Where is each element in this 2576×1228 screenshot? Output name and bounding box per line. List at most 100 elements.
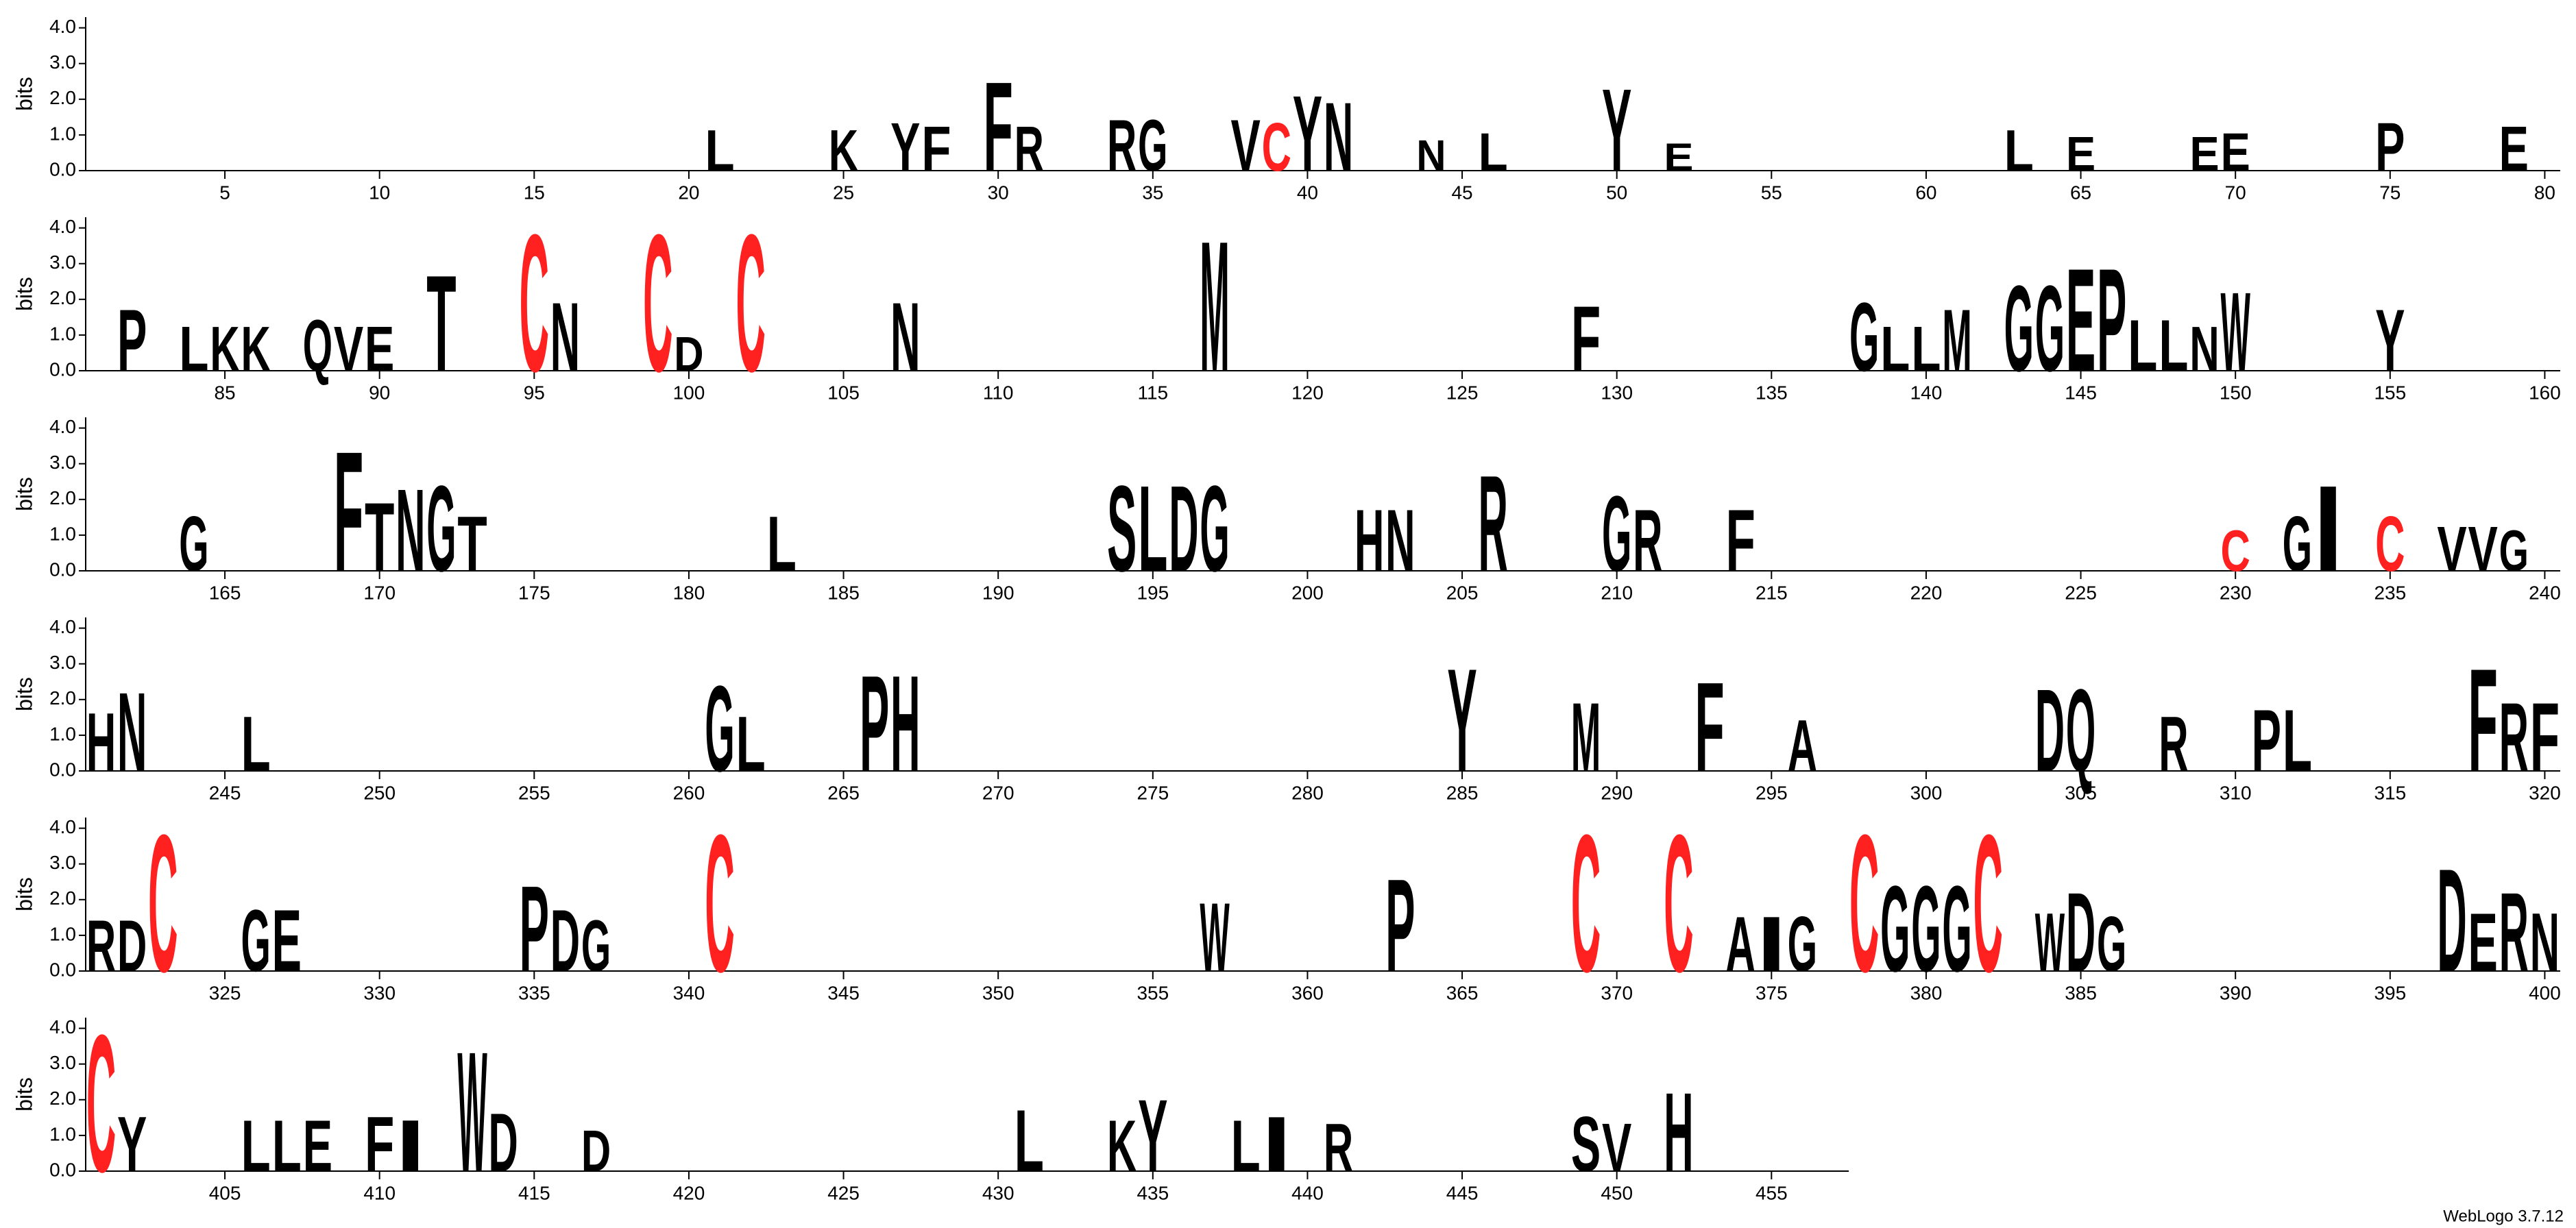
logo-letter: V	[1602, 1109, 1631, 1186]
x-tick-label: 5	[219, 182, 230, 203]
x-tick-label: 25	[833, 182, 854, 203]
logo-letter: C	[520, 193, 549, 413]
logo-letter: G	[1911, 861, 1941, 998]
logo-letter: F	[2468, 637, 2498, 802]
x-tick-label: 285	[1446, 782, 1479, 803]
logo-letter: Y	[1447, 638, 1477, 802]
logo-letter: M	[1571, 683, 1601, 791]
x-tick-label: 305	[2065, 782, 2097, 803]
y-tick-label: 1.0	[49, 523, 76, 544]
logo-letter: F	[2530, 683, 2560, 792]
y-tick-label: 3.0	[49, 852, 76, 873]
y-tick-label: 3.0	[49, 652, 76, 673]
y-axis-label: bits	[12, 277, 36, 311]
y-tick-label: 2.0	[49, 1088, 76, 1109]
x-tick-label: 30	[988, 182, 1009, 203]
logo-letter: V	[2437, 513, 2466, 584]
logo-letter: A	[1788, 705, 1817, 787]
logo-letter: E	[2499, 112, 2529, 184]
x-tick-label: 215	[1755, 582, 1788, 603]
x-tick-label: 365	[1446, 982, 1479, 1003]
y-tick-label: 2.0	[49, 87, 76, 108]
logo-letter: D	[550, 892, 580, 991]
x-tick-label: 290	[1601, 782, 1633, 803]
y-tick-label: 3.0	[49, 51, 76, 73]
logo-letter: E	[1664, 136, 1693, 180]
logo-letter: L	[767, 501, 797, 588]
x-tick-label: 235	[2374, 582, 2406, 603]
logo-letter: N	[550, 283, 580, 392]
logo-letter: G	[2097, 901, 2126, 988]
logo-letter: L	[705, 118, 734, 184]
x-tick-label: 420	[673, 1182, 705, 1203]
logo-letter: L	[2128, 305, 2157, 386]
logo-letter: C	[148, 794, 178, 1013]
logo-letter: W	[457, 1017, 487, 1209]
x-tick-label: 230	[2220, 582, 2252, 603]
logo-letter: P	[1385, 852, 1415, 1000]
x-tick-label: 320	[2529, 782, 2561, 803]
logo-letter: G	[1138, 106, 1167, 187]
y-tick-label: 0.0	[49, 358, 76, 380]
logo-letter: Y	[1138, 1078, 1167, 1194]
logo-letter: E	[2468, 896, 2498, 989]
logo-letter: G	[2004, 260, 2034, 397]
logo-letter: Q	[303, 306, 332, 387]
logo-letter: M	[1200, 204, 1229, 411]
x-tick-label: 200	[1291, 582, 1324, 603]
logo-letter: G	[241, 892, 271, 990]
logo-letter: P	[2097, 238, 2126, 402]
x-tick-label: 255	[518, 782, 550, 803]
logo-letter: F	[984, 56, 1013, 197]
logo-letter: P	[2252, 691, 2281, 790]
x-tick-label: 95	[524, 382, 545, 403]
logo-letter: G	[705, 661, 734, 798]
logo-letter: E	[2221, 123, 2250, 182]
x-tick-label: 280	[1291, 782, 1324, 803]
x-tick-label: 150	[2220, 382, 2252, 403]
x-tick-label: 240	[2529, 582, 2561, 603]
y-tick-label: 0.0	[49, 1159, 76, 1180]
logo-letter: L	[1138, 460, 1167, 597]
logo-letter: A	[1726, 900, 1755, 988]
logo-letter: R	[1479, 447, 1508, 601]
logo-letter: N	[2530, 896, 2560, 990]
x-tick-label: 430	[982, 1182, 1014, 1203]
logo-letter: C	[86, 994, 116, 1213]
x-tick-label: 140	[1910, 382, 1943, 403]
x-tick-label: 90	[369, 382, 390, 403]
x-tick-label: 205	[1446, 582, 1479, 603]
y-axis-label: bits	[12, 77, 36, 111]
logo-letter: L	[2283, 692, 2312, 791]
logo-letter: L	[736, 701, 766, 788]
logo-letter: G	[581, 906, 611, 987]
y-tick-label: 4.0	[49, 16, 76, 37]
y-tick-label: 4.0	[49, 216, 76, 237]
x-tick-label: 85	[214, 382, 235, 403]
x-tick-label: 115	[1137, 382, 1168, 403]
logo-letter: R	[2499, 683, 2529, 792]
logo-letter: L	[2004, 118, 2034, 184]
logo-letter: P	[520, 861, 549, 997]
x-tick-label: 190	[982, 582, 1014, 603]
x-tick-label: 360	[1291, 982, 1324, 1003]
x-tick-label: 395	[2374, 982, 2406, 1003]
x-tick-label: 135	[1755, 382, 1788, 403]
logo-letter: L	[241, 701, 271, 788]
x-tick-label: 125	[1446, 382, 1479, 403]
x-tick-label: 35	[1142, 182, 1163, 203]
logo-letter: E	[2189, 127, 2219, 182]
logo-letter: L	[241, 1105, 271, 1187]
x-tick-label: 245	[209, 782, 241, 803]
logo-letter: R	[1107, 105, 1137, 187]
logo-letter: L	[2159, 305, 2188, 386]
logo-letter: D	[117, 905, 147, 987]
x-tick-label: 315	[2374, 782, 2406, 803]
logo-letter: G	[2035, 260, 2065, 397]
x-tick-label: 65	[2070, 182, 2091, 203]
logo-letter: C	[643, 193, 672, 413]
logo-letter: V	[1231, 104, 1261, 186]
logo-letter: V	[2468, 513, 2498, 584]
x-tick-label: 70	[2225, 182, 2246, 203]
logo-letter: H	[1354, 492, 1384, 591]
